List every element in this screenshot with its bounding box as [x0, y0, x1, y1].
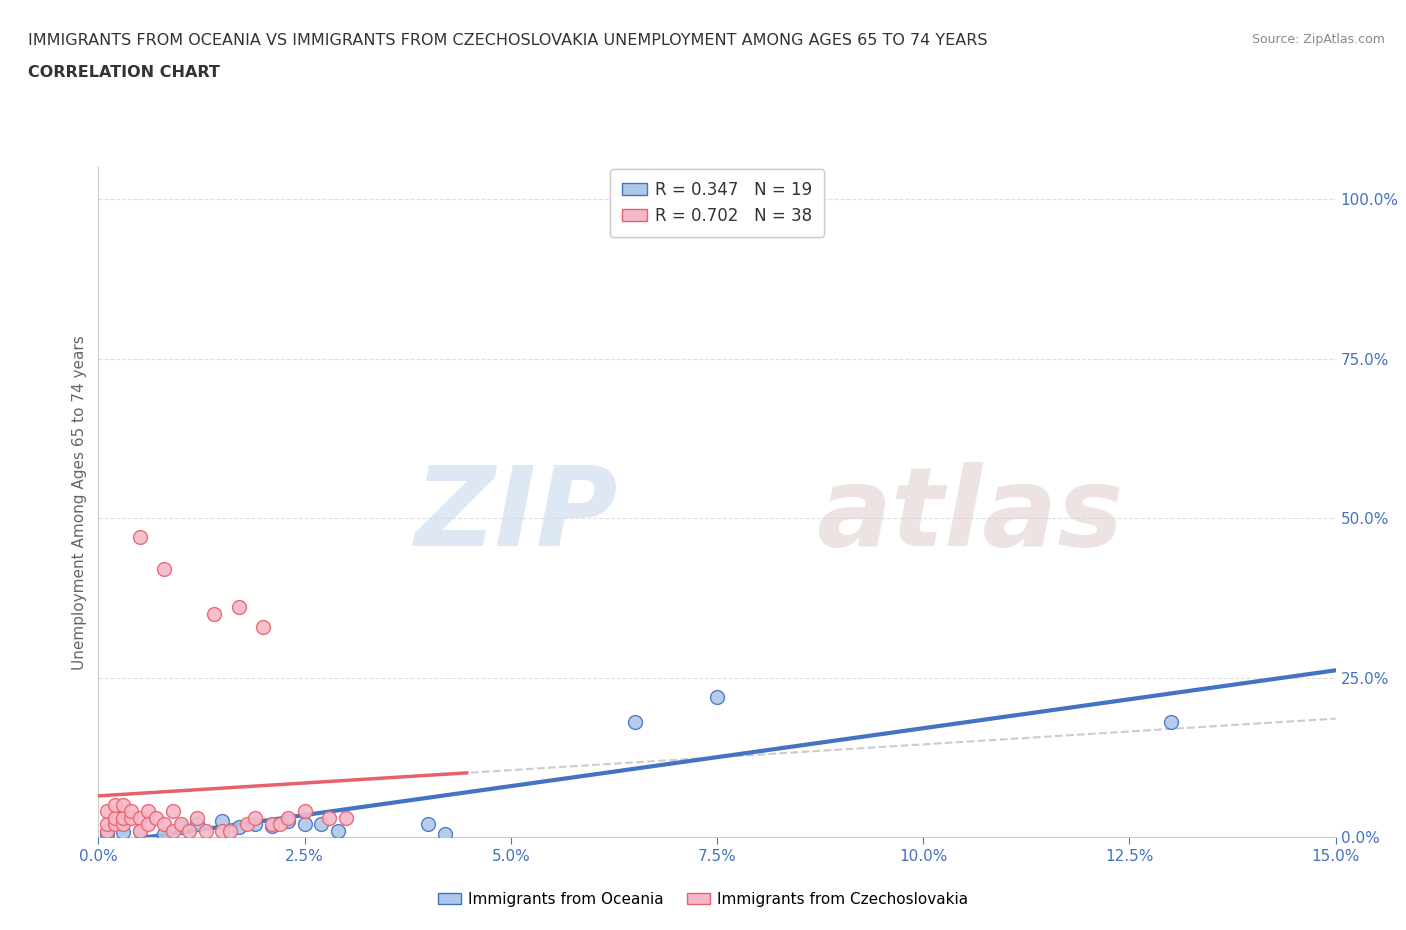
Text: ZIP: ZIP [415, 462, 619, 569]
Point [309, 817, 332, 831]
Point [120, 810, 142, 825]
Point [260, 818, 283, 833]
Point [170, 820, 193, 835]
Point [202, 606, 225, 621]
Point [104, 798, 127, 813]
Text: IMMIGRANTS FROM OCEANIA VS IMMIGRANTS FROM CZECHOSLOVAKIA UNEMPLOYMENT AMONG AGE: IMMIGRANTS FROM OCEANIA VS IMMIGRANTS FR… [28, 33, 987, 47]
Point [335, 810, 357, 825]
Point [96, 817, 118, 831]
Legend: Immigrants from Oceania, Immigrants from Czechoslovakia: Immigrants from Oceania, Immigrants from… [432, 886, 974, 913]
Legend: R = 0.347   N = 19, R = 0.702   N = 38: R = 0.347 N = 19, R = 0.702 N = 38 [610, 169, 824, 237]
Point [236, 817, 259, 831]
Point [277, 810, 299, 825]
Point [128, 530, 150, 545]
Point [269, 817, 291, 831]
Point [252, 619, 274, 634]
Point [243, 817, 266, 831]
Point [294, 804, 316, 819]
Point [128, 810, 150, 825]
Point [112, 810, 135, 825]
Point [186, 810, 208, 825]
Point [104, 817, 127, 831]
Text: CORRELATION CHART: CORRELATION CHART [28, 65, 219, 80]
Point [128, 823, 150, 838]
Point [418, 817, 440, 831]
Point [194, 823, 217, 838]
Text: Source: ZipAtlas.com: Source: ZipAtlas.com [1251, 33, 1385, 46]
Point [211, 823, 233, 838]
Point [294, 817, 316, 831]
Point [318, 810, 340, 825]
Text: atlas: atlas [815, 462, 1123, 569]
Point [243, 810, 266, 825]
Point [162, 804, 184, 819]
Point [112, 798, 135, 813]
Point [277, 814, 299, 829]
Point [96, 823, 118, 838]
Point [96, 827, 118, 842]
Point [623, 715, 645, 730]
Point [260, 817, 283, 831]
Y-axis label: Unemployment Among Ages 65 to 74 years: Unemployment Among Ages 65 to 74 years [72, 335, 87, 670]
Point [228, 820, 250, 835]
Point [433, 827, 456, 842]
Point [136, 817, 159, 831]
Point [153, 817, 176, 831]
Point [153, 827, 176, 842]
Point [153, 562, 176, 577]
Point [179, 823, 201, 838]
Point [96, 804, 118, 819]
Point [219, 823, 242, 838]
Point [112, 825, 135, 840]
Point [128, 823, 150, 838]
Point [326, 823, 349, 838]
Point [211, 814, 233, 829]
Point [162, 823, 184, 838]
Point [186, 817, 208, 831]
Point [1160, 715, 1182, 730]
Point [112, 817, 135, 831]
Point [228, 600, 250, 615]
Point [170, 817, 193, 831]
Point [145, 810, 167, 825]
Point [120, 804, 142, 819]
Point [706, 689, 728, 704]
Point [136, 804, 159, 819]
Point [104, 810, 127, 825]
